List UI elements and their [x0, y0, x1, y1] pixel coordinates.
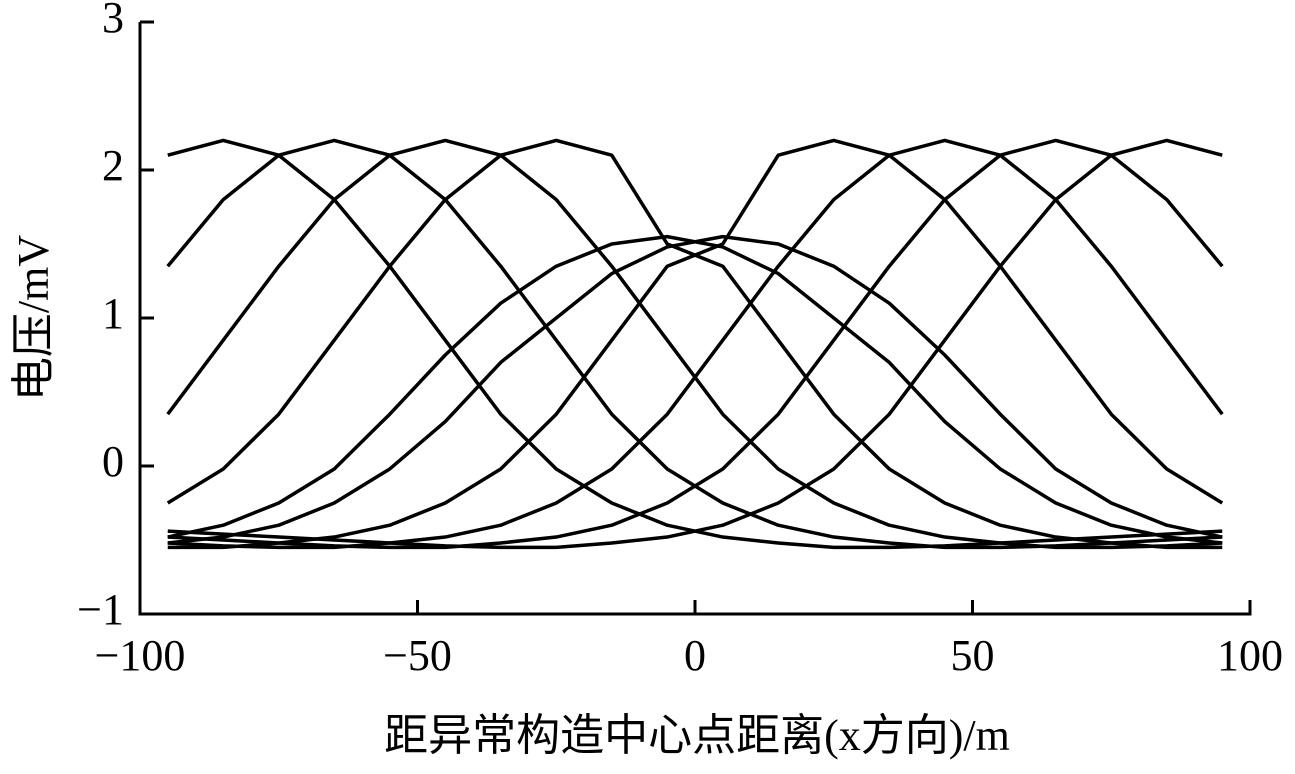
x-tick-label: −100 — [95, 631, 186, 680]
series-line — [167, 138, 1224, 550]
x-tick-label: 100 — [1217, 631, 1283, 680]
y-tick-label: 3 — [102, 0, 124, 42]
series-line — [167, 234, 1223, 545]
y-tick-label: 2 — [102, 141, 124, 190]
y-axis-label: 电压/mV — [9, 235, 58, 401]
series-line — [167, 138, 1224, 550]
x-tick-label: 50 — [951, 631, 995, 680]
series-line — [167, 234, 1223, 545]
y-tick-label: 1 — [102, 289, 124, 338]
x-axis-label: 距异常构造中心点距离(x方向)/m — [384, 711, 1010, 760]
y-tick-label: 0 — [102, 437, 124, 486]
series-line — [167, 138, 1223, 550]
x-tick-label: 0 — [684, 631, 706, 680]
y-tick-label: −1 — [77, 585, 124, 634]
axis-line — [138, 22, 1252, 616]
x-tick-label: −50 — [383, 631, 452, 680]
